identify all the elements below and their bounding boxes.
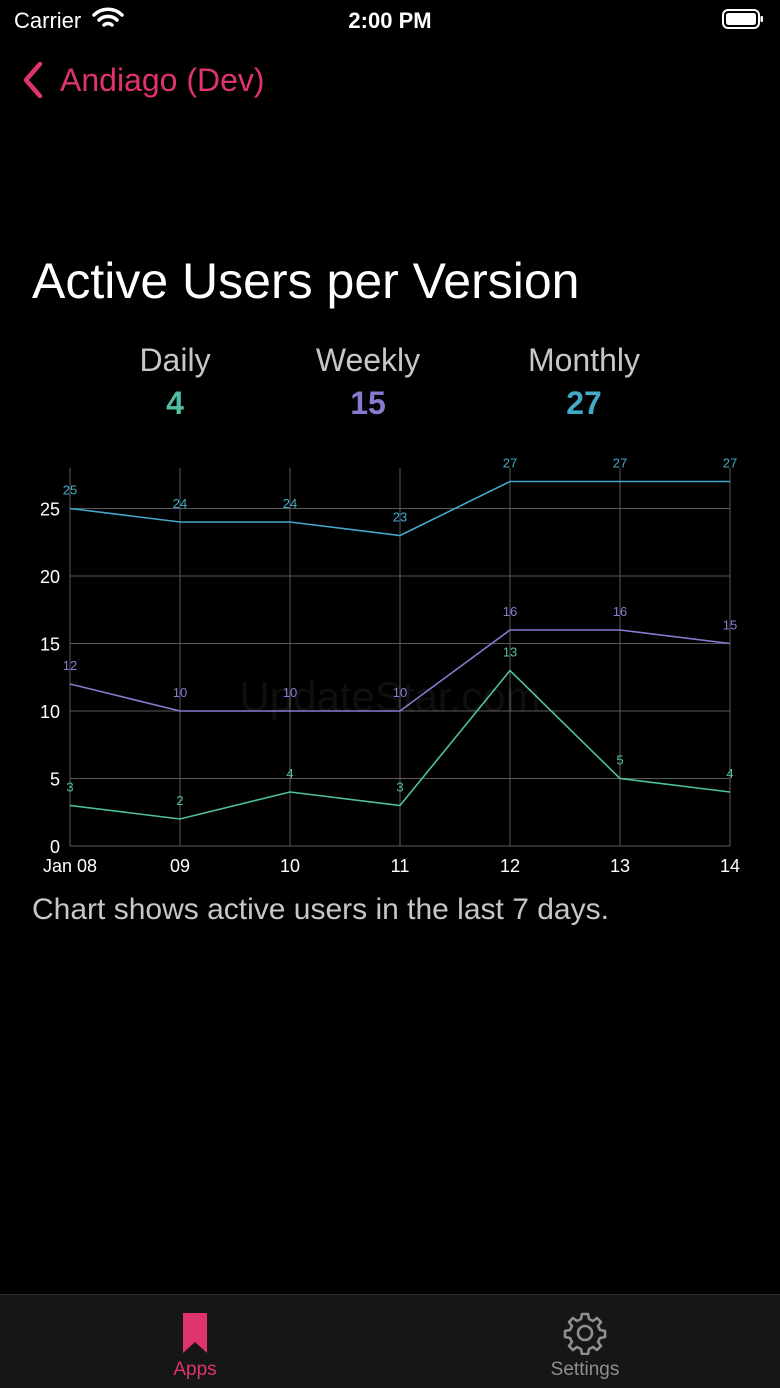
data-label-daily: 2 xyxy=(176,793,183,808)
tab-settings-label: Settings xyxy=(550,1359,620,1380)
monthly-value: 27 xyxy=(566,385,602,421)
data-label-monthly: 23 xyxy=(393,510,407,525)
data-label-weekly: 10 xyxy=(173,685,187,700)
series-line-monthly xyxy=(69,480,730,537)
x-tick-label: 11 xyxy=(391,856,410,876)
back-button[interactable]: Andiago (Dev) xyxy=(20,60,265,100)
series-line-daily xyxy=(69,669,731,820)
monthly-stat: Monthly 27 xyxy=(484,342,684,422)
carrier-label: Carrier xyxy=(14,8,82,33)
y-tick-label: 25 xyxy=(40,500,60,520)
daily-stat: Daily 4 xyxy=(75,342,275,422)
x-tick-label: 13 xyxy=(610,856,630,876)
data-label-daily: 5 xyxy=(616,753,623,768)
data-label-weekly: 10 xyxy=(283,685,297,700)
x-tick-label: 12 xyxy=(500,856,520,876)
tab-settings[interactable]: Settings xyxy=(390,1295,780,1388)
data-label-monthly: 27 xyxy=(723,456,737,471)
data-label-daily: 13 xyxy=(503,645,517,660)
monthly-label: Monthly xyxy=(527,342,641,378)
daily-label: Daily xyxy=(139,342,211,378)
navigation-bar: Andiago (Dev) xyxy=(0,52,780,108)
chart-caption: Chart shows active users in the last 7 d… xyxy=(32,893,609,926)
data-label-daily: 4 xyxy=(726,766,733,781)
x-tick-label: 09 xyxy=(170,856,190,876)
x-tick-label: 14 xyxy=(720,856,740,876)
y-tick-label: 0 xyxy=(50,837,60,857)
data-label-monthly: 27 xyxy=(613,456,627,471)
daily-value: 4 xyxy=(166,385,184,421)
data-label-monthly: 24 xyxy=(283,496,297,511)
data-label-weekly: 15 xyxy=(723,618,737,633)
y-tick-label: 20 xyxy=(40,567,60,587)
x-tick-label: 10 xyxy=(280,856,300,876)
status-bar: Carrier 2:00 PM xyxy=(0,0,780,44)
y-tick-label: 5 xyxy=(50,770,60,790)
weekly-value: 15 xyxy=(350,385,386,421)
data-label-daily: 3 xyxy=(66,780,73,795)
data-label-weekly: 10 xyxy=(393,685,407,700)
data-label-monthly: 24 xyxy=(173,496,187,511)
data-label-daily: 4 xyxy=(286,766,293,781)
data-label-monthly: 27 xyxy=(503,456,517,471)
y-tick-label: 15 xyxy=(40,635,60,655)
data-label-weekly: 16 xyxy=(613,604,627,619)
data-label-monthly: 25 xyxy=(63,483,77,498)
data-label-weekly: 12 xyxy=(63,658,77,673)
battery-icon xyxy=(722,9,763,29)
gear-icon xyxy=(563,1312,607,1355)
back-button-label: Andiago (Dev) xyxy=(60,61,265,98)
x-tick-label: Jan 08 xyxy=(43,856,97,876)
status-time: 2:00 PM xyxy=(348,8,432,33)
data-label-weekly: 16 xyxy=(503,604,517,619)
data-label-daily: 3 xyxy=(396,780,403,795)
tab-apps-label: Apps xyxy=(173,1359,217,1380)
bookmark-icon xyxy=(183,1313,207,1353)
wifi-icon xyxy=(92,7,124,27)
weekly-label: Weekly xyxy=(315,342,421,378)
tab-bar: Apps Settings xyxy=(0,1294,780,1388)
summary-stats: Daily 4 Weekly 15 Monthly 27 xyxy=(0,342,780,432)
weekly-stat: Weekly 15 xyxy=(268,342,468,422)
y-tick-label: 10 xyxy=(40,702,60,722)
series-line-weekly xyxy=(69,629,731,712)
page-title: Active Users per Version xyxy=(32,253,580,309)
tab-apps[interactable]: Apps xyxy=(0,1295,390,1388)
chevron-left-icon xyxy=(23,61,43,99)
